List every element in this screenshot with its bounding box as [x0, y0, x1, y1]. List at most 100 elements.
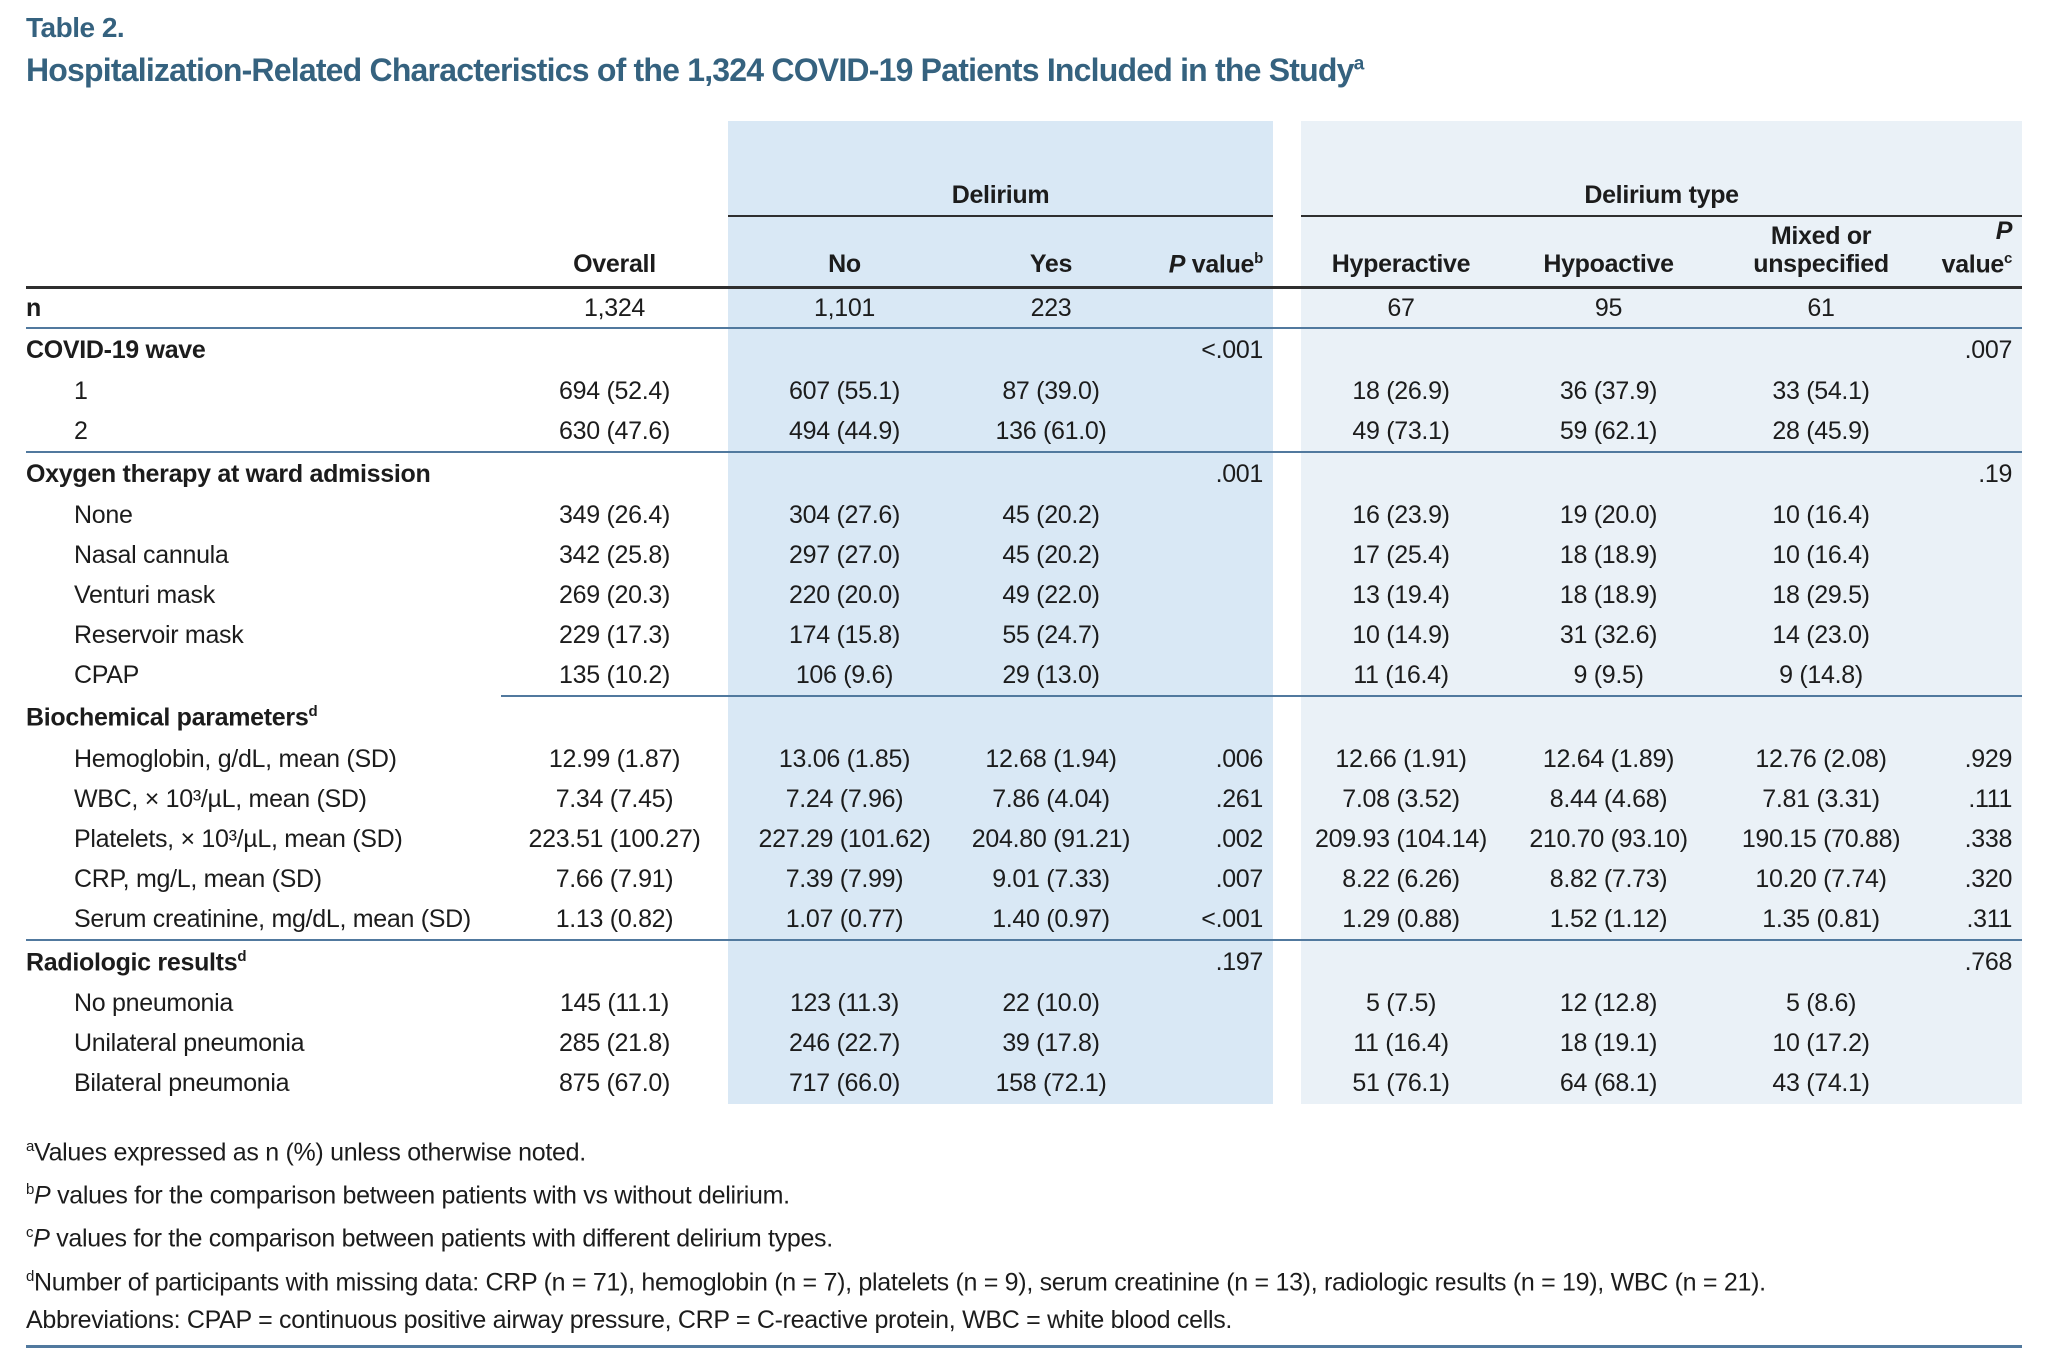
cell: 17 (25.4) — [1301, 535, 1502, 576]
cell: 145 (11.1) — [559, 989, 670, 1018]
cell — [501, 696, 728, 740]
table-row: None 349 (26.4) 304 (27.6) 45 (20.2) 16 (23.… — [26, 495, 2023, 536]
cell: 29 (13.0) — [961, 655, 1141, 697]
cell — [961, 327, 1141, 372]
column-gap — [1273, 615, 1302, 656]
group-header-row: Delirium Delirium type — [26, 121, 2023, 217]
page-title-text: Hospitalization-Related Characteristics … — [26, 52, 1354, 88]
cell: .929 — [1926, 739, 2023, 780]
cell: 1,324 — [501, 287, 728, 329]
column-gap — [1273, 411, 1302, 453]
cell: 285 (21.8) — [559, 1029, 670, 1058]
title-footnote-marker: a — [1353, 53, 1365, 75]
cell: 12 (12.8) — [1501, 983, 1717, 1024]
row-label: Venturi mask — [74, 581, 215, 610]
footnote: aValues expressed as n (%) unless otherw… — [26, 1137, 586, 1167]
cell: 158 (72.1) — [961, 1063, 1141, 1104]
cell: <.001 — [1141, 899, 1274, 941]
column-header-row: Overall No Yes P valueb Hyperactive Hypo… — [26, 217, 2023, 290]
column-gap — [1273, 859, 1302, 900]
cell: 16 (23.9) — [1301, 495, 1502, 536]
column-gap — [1273, 819, 1302, 860]
cell: .19 — [1926, 451, 2023, 496]
cell — [1141, 575, 1274, 616]
row-label: n — [26, 287, 501, 329]
cell: .311 — [1926, 899, 2023, 941]
section-row: Radiologic resultsd .197 .768 — [26, 939, 2023, 984]
table-row: n 1,324 1,101 223 67 95 61 — [26, 287, 2023, 329]
cell: .111 — [1926, 779, 2023, 820]
cell — [1301, 939, 1502, 984]
cell — [1501, 695, 1717, 740]
cell: 494 (44.9) — [728, 411, 961, 453]
cell: 717 (66.0) — [728, 1063, 961, 1104]
cell: 59 (62.1) — [1501, 411, 1717, 453]
column-gap — [1273, 1063, 1302, 1104]
column-header-yes: Yes — [961, 217, 1141, 290]
page-title: Hospitalization-Related Characteristics … — [26, 52, 2022, 89]
table-row: CRP, mg/L, mean (SD) 7.66 (7.91) 7.39 (7.9… — [26, 859, 2023, 900]
cell — [1926, 371, 2023, 412]
cell — [1926, 535, 2023, 576]
cell — [728, 451, 961, 496]
column-gap — [1273, 287, 1302, 329]
cell — [1501, 327, 1717, 372]
cell: 227.29 (101.62) — [728, 819, 961, 860]
cell: 11 (16.4) — [1301, 1023, 1502, 1064]
cell: 9 (14.8) — [1716, 655, 1927, 697]
column-header-pvalue-b: P valueb — [1141, 217, 1274, 290]
row-label: Reservoir mask — [74, 621, 244, 650]
table-row: Unilateral pneumonia 285 (21.8) 246 (22.7)… — [26, 1023, 2023, 1064]
cell — [1141, 695, 1274, 740]
row-label: Biochemical parametersd — [26, 703, 318, 732]
cell: 36 (37.9) — [1501, 371, 1717, 412]
cell — [1141, 1023, 1274, 1064]
cell — [728, 695, 961, 740]
column-gap — [1273, 899, 1302, 941]
cell: .002 — [1141, 819, 1274, 860]
row-label: CPAP — [74, 661, 140, 690]
column-header-hypoactive: Hypoactive — [1501, 217, 1717, 290]
pvalue-b-footnote-marker: b — [1254, 250, 1264, 267]
cell — [1716, 451, 1927, 496]
cell — [1926, 1063, 2023, 1104]
cell: 1,101 — [728, 287, 961, 329]
cell: 342 (25.8) — [559, 541, 670, 570]
cell: 49 (22.0) — [961, 575, 1141, 616]
bottom-rule — [26, 1345, 2022, 1349]
table-row: Reservoir mask 229 (17.3) 174 (15.8) 55 (24… — [26, 615, 2023, 656]
cell: .320 — [1926, 859, 2023, 900]
cell: 223 — [961, 287, 1141, 329]
cell: .197 — [1141, 939, 1274, 984]
cell — [1301, 695, 1502, 740]
cell — [728, 939, 961, 984]
cell: 13 (19.4) — [1301, 575, 1502, 616]
cell: 9 (9.5) — [1501, 655, 1717, 697]
cell — [501, 328, 728, 372]
table-row: 2 630 (47.6) 494 (44.9) 136 (61.0) 49 (73.1)… — [26, 411, 2023, 453]
cell: 875 (67.0) — [559, 1069, 670, 1098]
table-row: Nasal cannula 342 (25.8) 297 (27.0) 45 (20.… — [26, 535, 2023, 576]
cell: 12.68 (1.94) — [961, 739, 1141, 780]
table-row: No pneumonia 145 (11.1) 123 (11.3) 22 (10.0… — [26, 983, 2023, 1024]
cell: 223.51 (100.27) — [528, 825, 701, 854]
cell: 1.40 (0.97) — [961, 899, 1141, 941]
cell: 13.06 (1.85) — [728, 739, 961, 780]
table-row: WBC, × 10³/µL, mean (SD) 7.34 (7.45) 7.24 … — [26, 779, 2023, 820]
cell: 18 (29.5) — [1716, 575, 1927, 616]
cell — [1501, 451, 1717, 496]
cell: 694 (52.4) — [559, 377, 670, 406]
cell: 220 (20.0) — [728, 575, 961, 616]
cell — [1141, 983, 1274, 1024]
row-label: Hemoglobin, g/dL, mean (SD) — [74, 745, 397, 774]
table-row: CPAP 135 (10.2) 106 (9.6) 29 (13.0) 11 (16.4… — [26, 655, 2023, 697]
cell — [1141, 371, 1274, 412]
row-label: Oxygen therapy at ward admission — [26, 459, 431, 488]
cell: 55 (24.7) — [961, 615, 1141, 656]
cell: 8.82 (7.73) — [1501, 859, 1717, 900]
row-label: CRP, mg/L, mean (SD) — [74, 865, 322, 894]
cell: 49 (73.1) — [1301, 411, 1502, 453]
column-gap — [1273, 575, 1302, 616]
table-row: Hemoglobin, g/dL, mean (SD) 12.99 (1.87) 1… — [26, 739, 2023, 780]
column-gap — [1273, 535, 1302, 576]
